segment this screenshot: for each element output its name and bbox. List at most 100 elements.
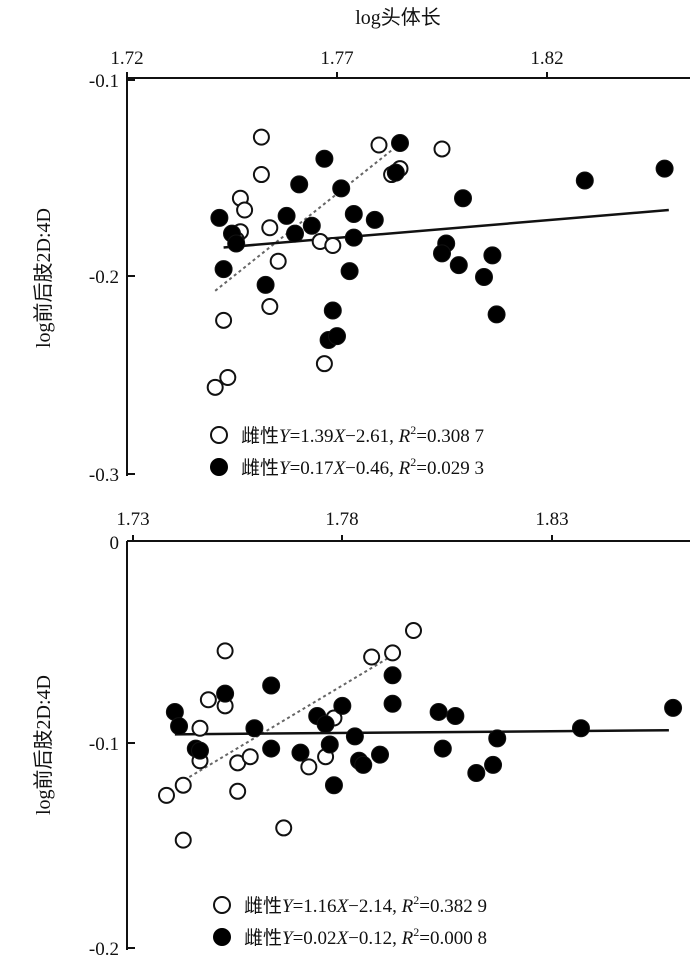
legend-open-circle-marker [210, 426, 228, 444]
legend-series-name: 雌性 [244, 927, 282, 949]
x-tick-label: 1.83 [535, 509, 568, 530]
data-point-open [269, 252, 287, 270]
top-plot-area [206, 128, 674, 396]
x-tick-label: 1.73 [116, 509, 149, 530]
data-point-open [261, 219, 279, 237]
data-point-filled [365, 210, 384, 229]
bottom-x-ticks: 1.73 1.78 1.83 [116, 509, 569, 541]
data-point-filled [383, 694, 402, 713]
data-point-open [384, 644, 402, 662]
bottom-legend: 雌性Y=1.16X−2.14, R2=0.382 9 雌性Y=0.02X−0.1… [213, 893, 487, 949]
data-point-filled [483, 246, 502, 265]
data-point-filled [446, 707, 465, 726]
data-point-filled [291, 743, 310, 762]
legend-entry-open: 雌性Y=1.16X−2.14, R2=0.382 9 [244, 893, 487, 917]
data-point-filled [575, 171, 594, 190]
data-point-filled [344, 204, 363, 223]
legend-entry-filled: 雌性Y=0.17X−0.46, R2=0.029 3 [241, 455, 484, 479]
bottom-panel: log前后肢2D:4D 1.73 1.78 1.83 0 -0.1 -0.2 雌… [32, 509, 690, 958]
data-point-filled [216, 684, 235, 703]
data-point-filled [210, 208, 229, 227]
legend-eq-y: Y [279, 426, 292, 447]
legend-eq-y: Y [282, 896, 295, 917]
top-x-axis-title: log头体长 [355, 6, 441, 29]
bottom-plot-area [157, 622, 683, 849]
legend-eq-tail: −2.61, [345, 426, 398, 447]
y-tick-label: -0.3 [89, 465, 119, 486]
legend-eq-main: =0.02 [293, 928, 337, 949]
legend-eq-r: R [398, 458, 411, 479]
y-tick-label: -0.1 [89, 71, 119, 92]
data-point-filled [262, 676, 281, 695]
data-point-filled [429, 702, 448, 721]
data-point-open [315, 355, 333, 373]
data-point-open [241, 748, 259, 766]
data-point-filled [170, 717, 189, 736]
data-point-filled [333, 696, 352, 715]
legend-eq-r: R [398, 426, 411, 447]
data-point-filled [386, 163, 405, 182]
legend-filled-circle-marker [210, 458, 228, 476]
data-point-filled [286, 224, 304, 243]
data-point-filled [345, 727, 364, 746]
data-point-open [252, 166, 270, 184]
data-point-filled [328, 327, 346, 346]
data-point-open [191, 719, 209, 737]
legend-series-name: 雌性 [241, 425, 279, 447]
data-point-filled [262, 739, 281, 758]
data-point-filled [277, 206, 296, 225]
bottom-y-ticks: 0 -0.1 -0.2 [89, 533, 135, 958]
data-point-open [157, 786, 175, 804]
data-point-filled [323, 301, 342, 320]
data-point-open [370, 136, 388, 154]
data-point-filled [488, 729, 507, 748]
legend-eq-x: X [333, 458, 347, 479]
data-point-open [206, 378, 224, 396]
data-point-filled [245, 719, 264, 738]
legend-eq-x: X [333, 426, 347, 447]
data-point-filled [316, 715, 335, 734]
legend-eq-val: =0.308 7 [416, 426, 484, 447]
legend-eq-tail: −2.14, [348, 896, 401, 917]
data-point-filled [256, 275, 275, 294]
bottom-y-axis-title: log前后肢2D:4D [32, 675, 55, 815]
data-point-open [275, 819, 293, 837]
data-point-filled [454, 189, 472, 208]
data-point-filled [344, 228, 363, 247]
legend-eq-y: Y [279, 458, 292, 479]
data-point-filled [391, 134, 409, 153]
data-point-open [261, 298, 279, 316]
data-point-filled [475, 268, 493, 286]
data-point-filled [383, 666, 402, 685]
top-panel: log头体长 log前后肢2D:4D 1.72 1.77 1.82 -0.1 -… [32, 6, 690, 486]
legend-eq-sup: 2 [410, 455, 416, 469]
data-point-filled [320, 735, 339, 754]
legend-eq-sup: 2 [413, 893, 419, 907]
data-point-filled [324, 776, 343, 795]
legend-eq-y: Y [282, 928, 295, 949]
legend-eq-main: =1.16 [293, 896, 337, 917]
data-point-filled [487, 305, 506, 324]
top-y-axis-title: log前后肢2D:4D [32, 208, 55, 348]
data-point-open [433, 140, 451, 158]
legend-eq-r: R [401, 928, 414, 949]
data-point-filled [332, 179, 351, 198]
x-tick-label: 1.82 [530, 48, 563, 69]
trend-line-open-series [214, 146, 397, 292]
data-point-filled [664, 698, 683, 717]
data-point-filled [433, 244, 451, 263]
data-point-filled [340, 262, 359, 281]
y-tick-label: -0.1 [89, 734, 119, 755]
data-point-filled [190, 741, 209, 760]
legend-eq-main: =0.17 [290, 458, 334, 479]
legend-series-name: 雌性 [244, 895, 282, 917]
y-tick-label: -0.2 [89, 267, 119, 288]
data-point-filled [214, 260, 233, 279]
top-y-ticks: -0.1 -0.2 -0.3 [89, 71, 135, 486]
data-point-open [300, 758, 318, 776]
trend-line-open-series [178, 652, 398, 785]
data-point-filled [484, 755, 503, 774]
data-point-filled [655, 159, 674, 178]
legend-entry-filled: 雌性Y=0.02X−0.12, R2=0.000 8 [244, 925, 487, 949]
data-point-open [174, 831, 192, 849]
